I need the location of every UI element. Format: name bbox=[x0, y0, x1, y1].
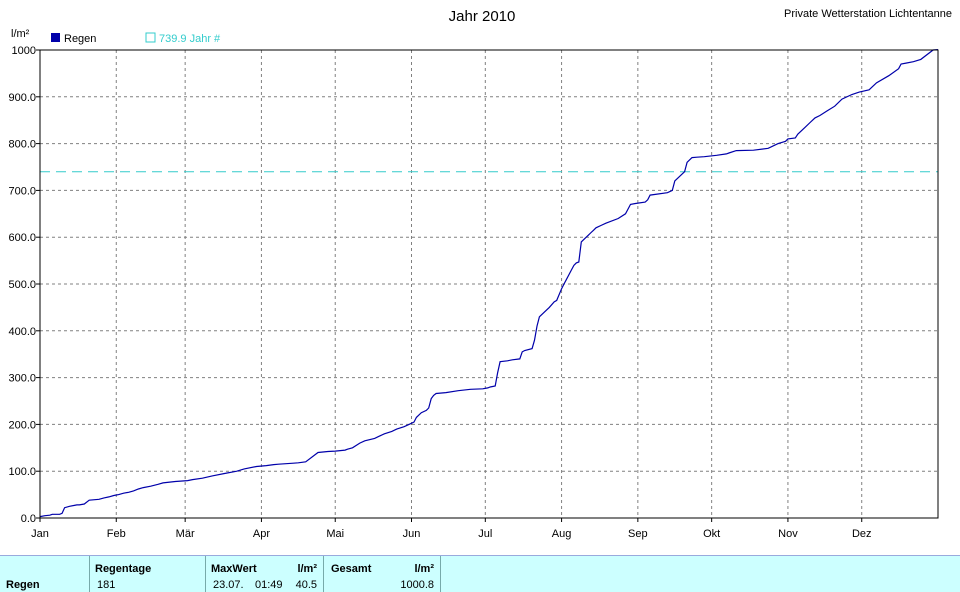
y-tick-label: 1000 bbox=[12, 45, 36, 57]
regentage-value: 181 bbox=[97, 579, 116, 591]
maxwert-value: 40.5 bbox=[295, 579, 317, 591]
maxwert-unit-header: l/m² bbox=[297, 563, 317, 575]
chart-title: Jahr 2010 bbox=[449, 8, 516, 25]
gesamt-value: 1000.8 bbox=[400, 579, 434, 591]
y-tick-label: 200.0 bbox=[8, 419, 36, 431]
legend-reference-label: 739.9 Jahr # bbox=[159, 33, 221, 45]
plot-frame bbox=[39, 49, 939, 519]
series-line-regen bbox=[39, 49, 939, 518]
maxwert-header: MaxWert bbox=[211, 563, 257, 575]
y-tick-label: 100.0 bbox=[8, 466, 36, 478]
x-tick-label: Jul bbox=[478, 528, 492, 540]
x-tick-label: Dez bbox=[852, 528, 872, 540]
x-tick-label: Okt bbox=[703, 528, 720, 540]
chart: Jahr 2010 Private Wetterstation Lichtent… bbox=[8, 8, 952, 540]
stats-gesamt-column: Gesamt l/m² 1000.8 bbox=[323, 556, 441, 592]
gesamt-unit-header: l/m² bbox=[414, 563, 434, 575]
legend-regen-label: Regen bbox=[64, 33, 96, 45]
y-tick-label: 900.0 bbox=[8, 92, 36, 104]
y-tick-label: 600.0 bbox=[8, 232, 36, 244]
x-tick-label: Jan bbox=[31, 528, 49, 540]
stats-label-column: Regen bbox=[0, 556, 90, 592]
y-tick-label: 0.0 bbox=[21, 513, 36, 525]
legend-regen-swatch bbox=[51, 33, 60, 42]
y-axis-unit: l/m² bbox=[11, 28, 30, 40]
station-name: Private Wetterstation Lichtentanne bbox=[784, 8, 952, 20]
x-tick-label: Apr bbox=[253, 528, 270, 540]
stats-panel: Regen Regentage 181 MaxWert l/m² 23.07. … bbox=[0, 555, 960, 592]
maxwert-time: 01:49 bbox=[255, 579, 283, 591]
legend-reference-swatch bbox=[145, 32, 156, 43]
gesamt-header: Gesamt bbox=[331, 563, 372, 575]
y-tick-label: 700.0 bbox=[8, 185, 36, 197]
x-tick-label: Mai bbox=[326, 528, 344, 540]
maxwert-date: 23.07. bbox=[213, 579, 244, 591]
y-tick-label: 500.0 bbox=[8, 279, 36, 291]
x-tick-label: Feb bbox=[107, 528, 126, 540]
y-tick-label: 400.0 bbox=[8, 326, 36, 338]
x-tick-label: Nov bbox=[778, 528, 798, 540]
y-tick-label: 800.0 bbox=[8, 139, 36, 151]
stats-regentage-column: Regentage 181 bbox=[89, 556, 206, 592]
x-tick-label: Mär bbox=[176, 528, 195, 540]
stats-row-label: Regen bbox=[6, 579, 40, 591]
x-tick-label: Aug bbox=[552, 528, 572, 540]
x-tick-label: Sep bbox=[628, 528, 648, 540]
regentage-header: Regentage bbox=[95, 563, 152, 575]
x-tick-label: Jun bbox=[403, 528, 421, 540]
stats-maxwert-column: MaxWert l/m² 23.07. 01:49 40.5 bbox=[205, 556, 324, 592]
y-tick-label: 300.0 bbox=[8, 373, 36, 385]
